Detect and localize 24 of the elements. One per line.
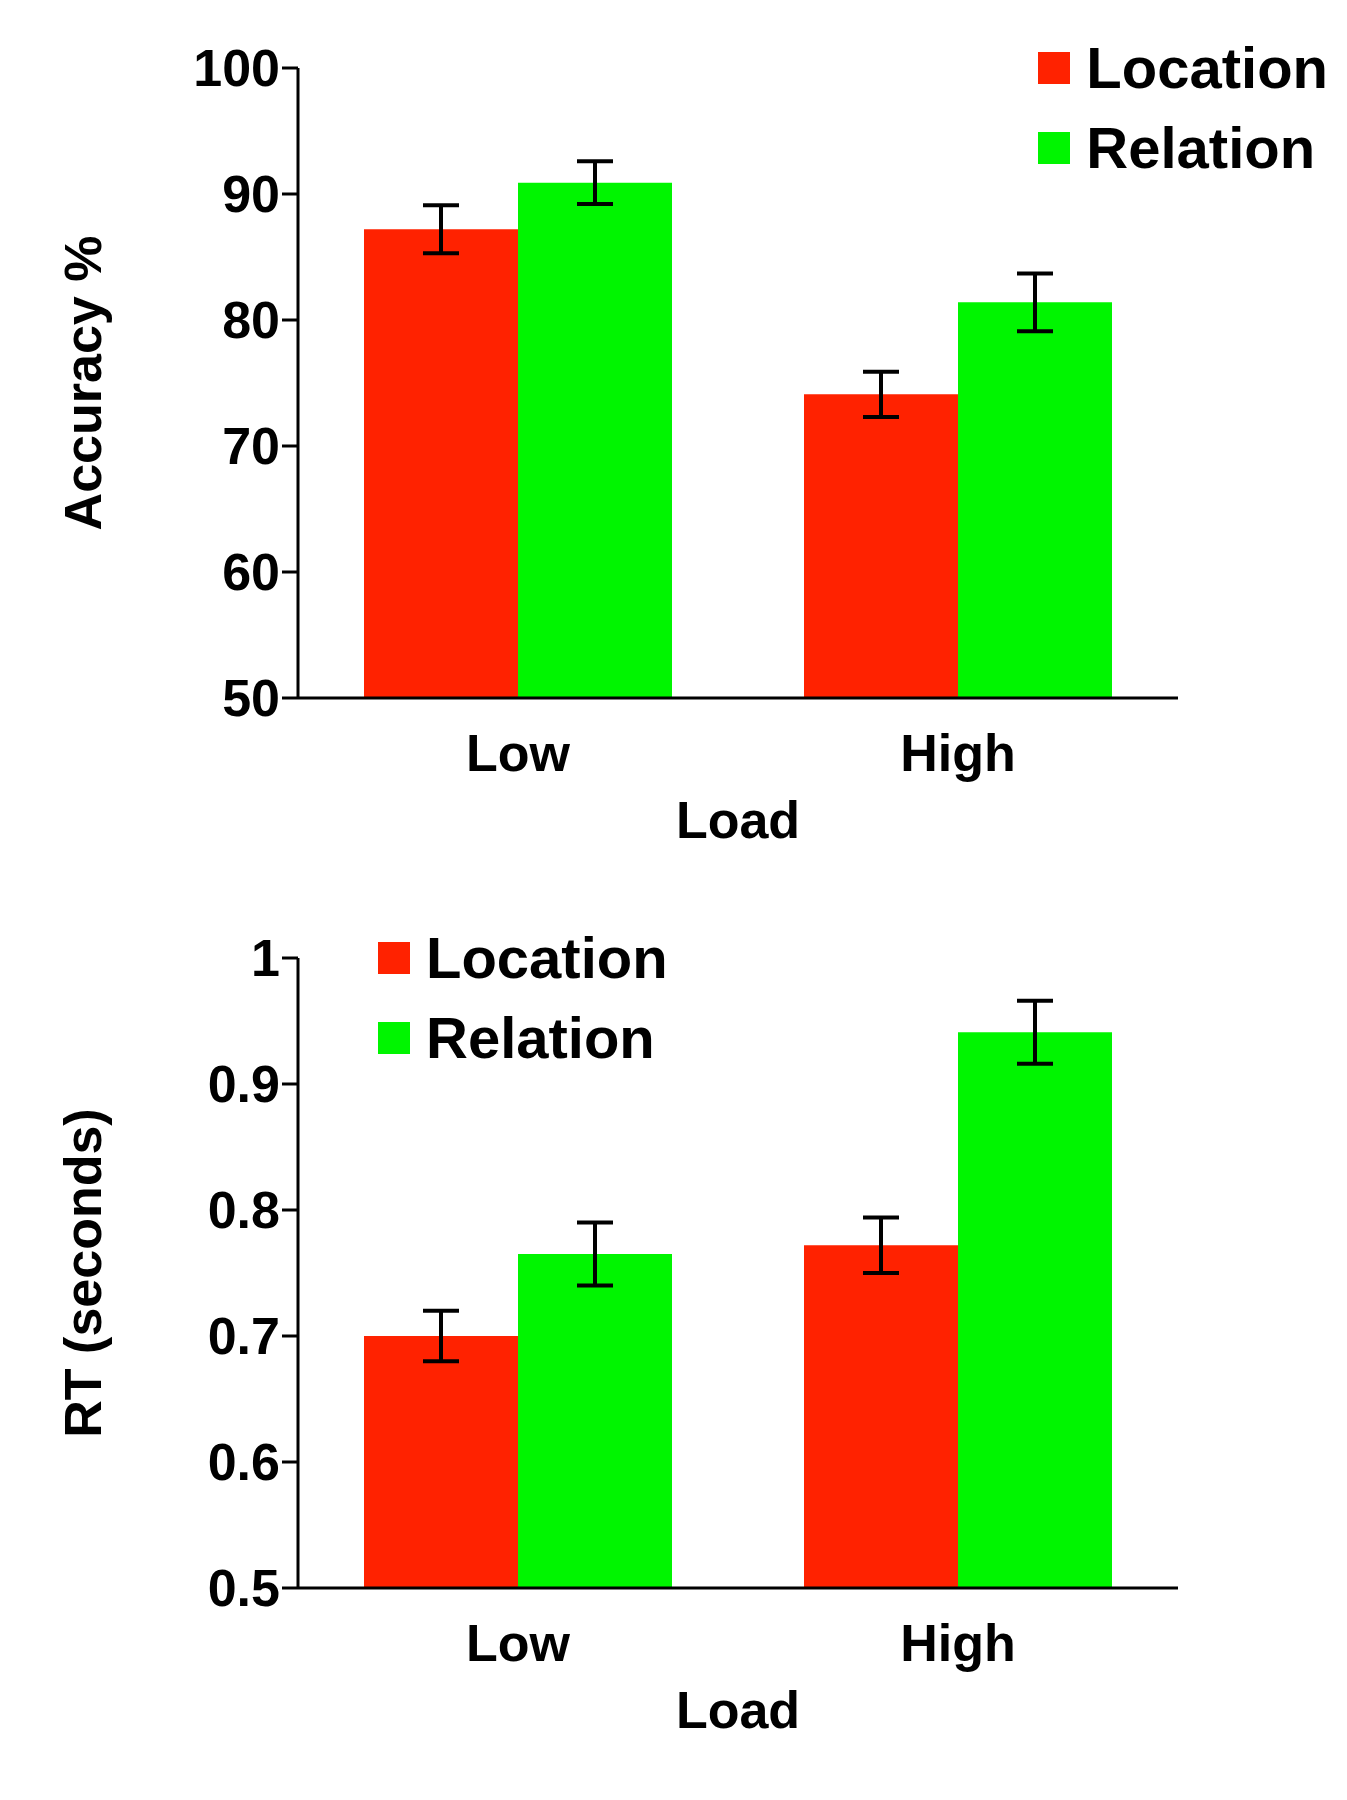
- y-axis-title: RT (seconds): [54, 1108, 113, 1438]
- y-tick-label: 70: [222, 417, 280, 476]
- y-axis-title: Accuracy %: [54, 235, 113, 531]
- x-tick-label: Low: [466, 1613, 571, 1672]
- x-tick-label: Low: [466, 723, 571, 782]
- y-tick-label: 50: [222, 669, 280, 728]
- legend-label: Relation: [1086, 114, 1316, 182]
- y-tick-label: 0.6: [207, 1433, 280, 1492]
- legend-label: Relation: [426, 1004, 655, 1072]
- y-tick-label: 0.5: [207, 1559, 280, 1618]
- x-axis-title: Load: [675, 1681, 801, 1739]
- y-tick-label: 90: [222, 165, 280, 224]
- y-tick-label: 100: [193, 39, 280, 98]
- y-tick-label: 0.8: [207, 1181, 280, 1240]
- y-tick-label: 60: [222, 543, 280, 602]
- y-tick-label: 0.9: [207, 1055, 280, 1114]
- x-tick-label: High: [900, 723, 1016, 782]
- y-tick-label: 80: [222, 291, 280, 350]
- legend-label: Location: [1086, 34, 1328, 102]
- x-axis-title: Load: [675, 791, 801, 849]
- x-tick-label: High: [900, 1613, 1016, 1672]
- legend-label: Location: [426, 924, 668, 992]
- y-tick-label: 0.7: [207, 1307, 280, 1366]
- y-tick-label: 1: [251, 929, 280, 988]
